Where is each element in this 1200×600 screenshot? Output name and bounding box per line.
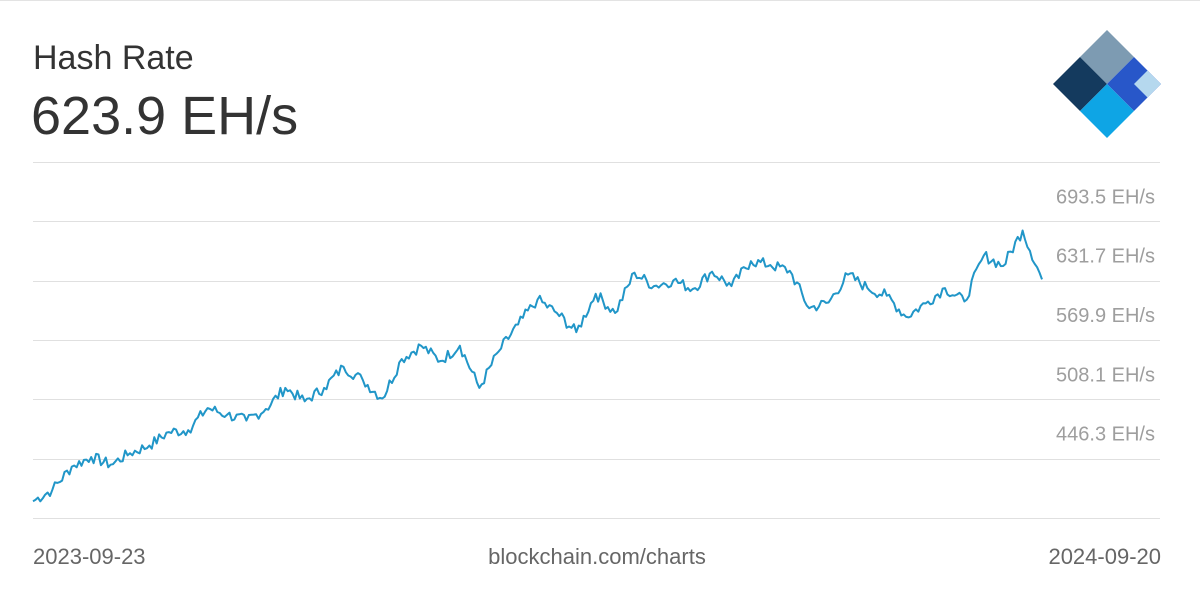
start-date-label: 2023-09-23 — [33, 544, 146, 569]
logo-bottom-quad — [1080, 84, 1134, 138]
top-border — [0, 0, 1200, 1]
hash-rate-chart: 446.3 EH/s 508.1 EH/s 569.9 EH/s 631.7 EH/s… — [32, 162, 1160, 519]
logo-accent-quad — [1134, 70, 1161, 98]
blockchain-logo-icon — [1053, 30, 1161, 138]
y-tick-label: 508.1 EH/s — [1056, 364, 1155, 386]
current-value: 623.9 EH/s — [31, 86, 299, 146]
y-tick-label: 631.7 EH/s — [1056, 246, 1155, 268]
y-tick-label: 446.3 EH/s — [1056, 424, 1155, 446]
hash-rate-series-line — [32, 229, 1043, 503]
source-label: blockchain.com/charts — [488, 544, 706, 569]
chart-title: Hash Rate — [33, 39, 194, 77]
y-tick-label: 693.5 EH/s — [1056, 186, 1155, 208]
end-date-label: 2024-09-20 — [1048, 544, 1161, 569]
y-tick-label: 569.9 EH/s — [1056, 305, 1155, 327]
